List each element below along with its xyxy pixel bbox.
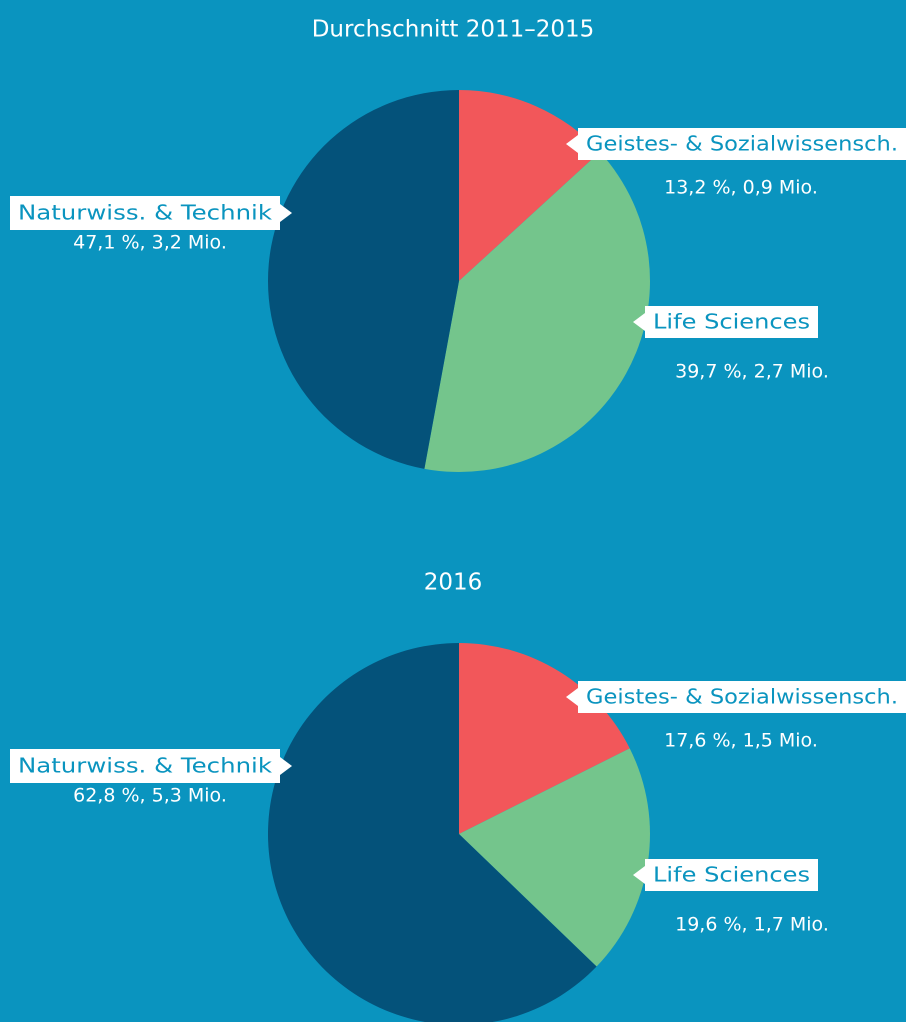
category-label: Geistes- & Sozialwissensch. <box>586 685 898 709</box>
label-box <box>578 681 906 713</box>
value-label: 62,8 %, 5,3 Mio. <box>73 785 227 807</box>
category-label: Life Sciences <box>653 863 810 887</box>
value-label: 19,6 %, 1,7 Mio. <box>675 914 829 936</box>
label-box <box>578 128 906 160</box>
label-pointer <box>633 866 645 884</box>
category-label: Naturwiss. & Technik <box>18 754 272 778</box>
pie-slice <box>459 748 650 967</box>
chart-title: Durchschnitt 2011–2015 <box>312 17 595 43</box>
label-box <box>10 749 280 783</box>
value-label: 47,1 %, 3,2 Mio. <box>73 232 227 254</box>
label-box <box>645 306 818 338</box>
value-label: 13,2 %, 0,9 Mio. <box>664 177 818 199</box>
label-pointer <box>280 204 292 222</box>
category-label: Naturwiss. & Technik <box>18 201 272 225</box>
pie-slice <box>268 643 597 1022</box>
label-pointer <box>633 313 645 331</box>
pie-slice <box>424 152 650 473</box>
label-box <box>645 859 818 891</box>
label-pointer <box>566 135 578 153</box>
pie-slice <box>267 90 459 469</box>
label-pointer <box>566 688 578 706</box>
chart-title: 2016 <box>424 570 483 596</box>
category-label: Geistes- & Sozialwissensch. <box>586 132 898 156</box>
pie-slice <box>459 643 630 834</box>
pie-slice <box>459 90 600 281</box>
value-label: 17,6 %, 1,5 Mio. <box>664 730 818 752</box>
label-pointer <box>280 757 292 775</box>
value-label: 39,7 %, 2,7 Mio. <box>675 361 829 383</box>
category-label: Life Sciences <box>653 310 810 334</box>
label-box <box>10 196 280 230</box>
